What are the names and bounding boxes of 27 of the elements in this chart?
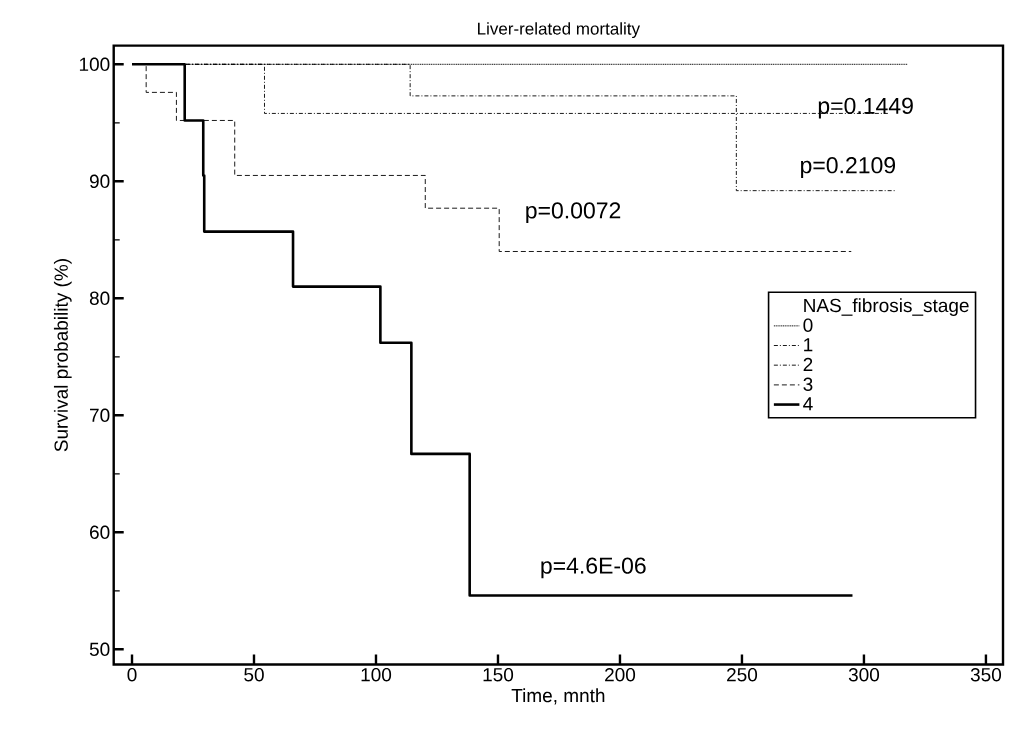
annotation: p=4.6E-06	[541, 557, 646, 579]
y-tick-label: 60	[90, 525, 110, 540]
legend-label: 2	[803, 357, 813, 372]
x-tick-label: 100	[361, 668, 392, 682]
y-tick-label: 90	[89, 174, 110, 189]
x-tick-label: 350	[970, 668, 1002, 682]
y-tick-label: 100	[79, 57, 110, 72]
legend-label: 0	[803, 318, 813, 332]
legend-label: 3	[803, 377, 813, 391]
legend-label: 1	[804, 338, 813, 352]
annotation: p=0.0072	[526, 202, 621, 224]
x-tick-label: 250	[727, 668, 758, 682]
chart-title: Liver-related mortality	[478, 22, 641, 39]
legend-label: 4	[803, 397, 813, 411]
legend-title: NAS_fibrosis_stage	[804, 298, 969, 316]
x-tick-label: 150	[483, 668, 514, 682]
x-tick-label: 50	[244, 668, 264, 682]
annotation: p=0.2109	[801, 157, 896, 178]
y-tick-label: 50	[89, 642, 110, 656]
x-tick-label: 300	[848, 668, 880, 682]
y-tick-label: 70	[90, 408, 110, 423]
y-axis-title: Survival probability (%)	[53, 259, 72, 452]
y-tick-label: 80	[89, 291, 110, 306]
x-tick-label: 200	[605, 668, 636, 682]
annotation: p=0.1449	[818, 97, 913, 119]
x-tick-label: 0	[127, 668, 137, 682]
x-axis-title: Time, mnth	[511, 688, 605, 705]
